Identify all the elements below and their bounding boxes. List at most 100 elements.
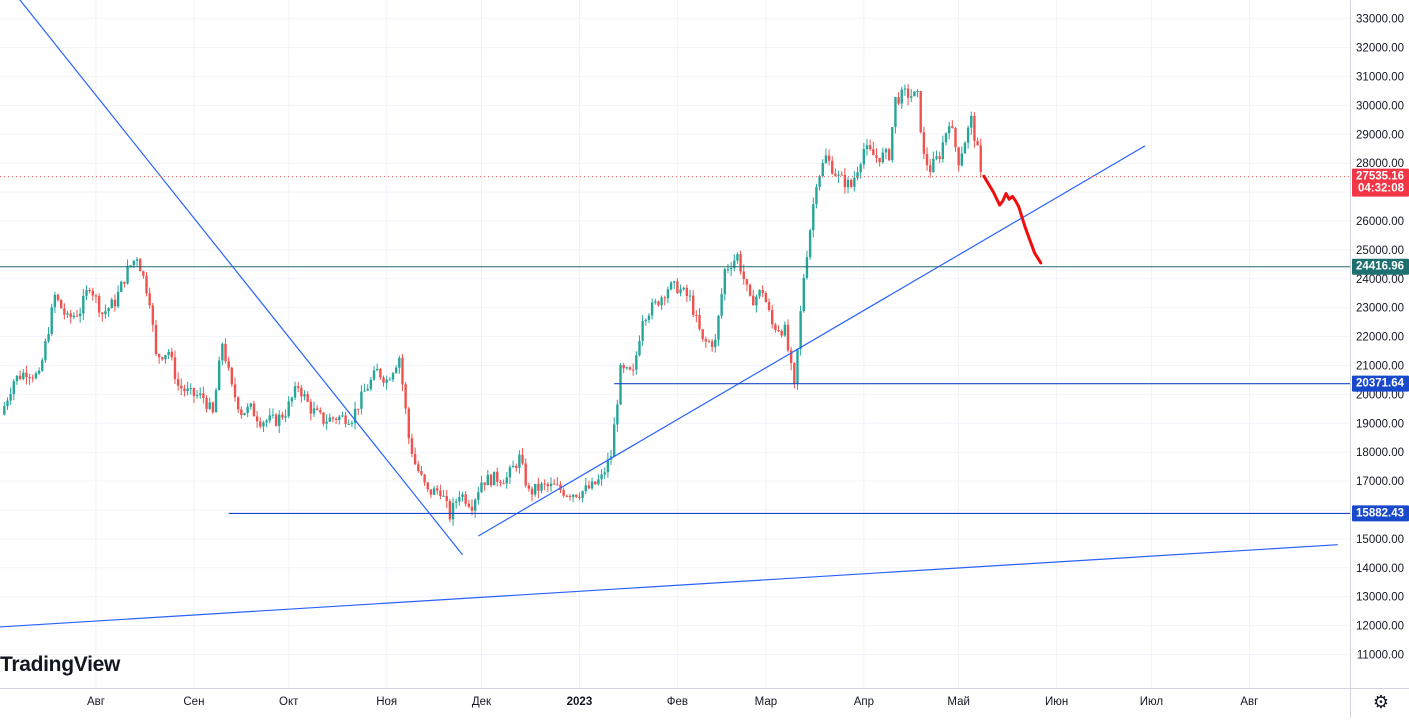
candle-body [142,271,145,276]
candle-body [641,321,644,341]
candle-body [875,155,878,158]
candle-body [372,370,376,380]
time-tick-label: 2023 [567,696,593,708]
candle-body [887,149,891,161]
candle-body [164,355,167,360]
candle-body [812,204,815,231]
candle-body [654,301,657,303]
candle-body [935,156,938,159]
candle-body [214,390,218,413]
candle-body [815,186,818,205]
candle-body [505,477,508,484]
candle-body [496,471,499,482]
current-price-label-text: 27535.16 [1356,171,1404,183]
candle-body [9,394,12,401]
candle-body [796,348,799,384]
candle-body [101,312,104,315]
candle-body [382,377,385,383]
candle-body [132,260,136,266]
level-price-label-text: 15882.43 [1356,507,1404,519]
candle-body [707,341,711,343]
candle-body [783,324,787,336]
candle-body [900,89,903,104]
candle-body [50,307,53,334]
candle-body [906,88,910,98]
candle-body [543,483,546,485]
price-tick-label: 22000.00 [1356,332,1404,344]
tradingview-logo: TradingView [0,653,121,676]
candle-body [322,412,325,424]
time-tick-label: Мар [755,696,778,708]
candle-body [764,293,768,303]
candle-body [584,485,587,492]
candle-body [126,265,129,284]
candle-body [461,494,464,497]
candle-body [145,275,148,294]
time-tick-label: Июл [1140,696,1163,708]
candle-body [530,488,534,495]
time-axis[interactable]: Авг Сен Окт Ноя Дек 2023 Фев Мар Апр Май Июн Июл Авг [0,688,1409,709]
price-tick-label: 17000.00 [1356,476,1404,488]
candle-body [401,357,404,385]
candle-body [379,368,382,378]
candle-body [635,355,638,370]
candle-body [824,155,828,164]
candle-body [771,310,774,325]
candle-body [246,406,249,413]
candle-body [432,488,436,495]
candle-body [458,496,461,502]
candle-body [597,479,600,485]
gear-icon[interactable]: ⚙ [1372,692,1390,712]
candle-body [300,387,303,397]
candle-body [341,415,344,417]
candle-body [868,145,872,150]
candle-body [281,414,284,418]
candle-body [167,351,170,356]
time-tick-label: Дек [472,696,492,708]
candle-body [120,281,123,292]
candle-body [742,271,745,280]
candle-body [701,329,704,340]
candle-body [862,149,866,165]
candle-body [249,403,252,407]
candle-body [865,145,869,150]
candle-body [758,289,761,297]
candle-body [303,394,306,397]
price-tick-label: 33000.00 [1356,14,1404,26]
candle-body [436,488,439,491]
candle-body [688,295,692,297]
candle-body [429,489,433,495]
candle-body [970,115,973,128]
candle-body [947,126,951,134]
candle-body [255,416,259,422]
price-tick-label: 28000.00 [1356,158,1404,170]
candle-body [334,418,338,421]
candle-body [483,482,486,486]
candle-body [44,341,47,361]
candle-body [979,145,982,173]
level-price-label-text: 20371.64 [1356,378,1405,390]
price-tick-label: 13000.00 [1356,592,1404,604]
candle-body [104,311,107,315]
candle-body [12,381,15,395]
price-axis[interactable]: 11000.00 12000.00 13000.00 14000.00 15000.00… [1350,0,1405,718]
candle-body [347,423,350,425]
price-tick-label: 21000.00 [1356,361,1404,373]
candle-body [752,295,755,306]
candle-body [600,474,603,480]
level-price-label: 15882.43 [1352,505,1409,522]
level-price-label-bg [1352,375,1409,392]
candle-body [669,282,673,290]
candle-body [243,412,246,415]
candle-body [954,128,957,148]
candle-body [638,340,641,356]
candlestick-series[interactable] [3,84,982,526]
candle-body [37,370,41,374]
candle-body [625,367,629,369]
candle-body [413,453,417,465]
time-tick-label: Фев [667,696,688,708]
candle-body [827,155,831,161]
drawing-lines[interactable] [0,0,1350,628]
